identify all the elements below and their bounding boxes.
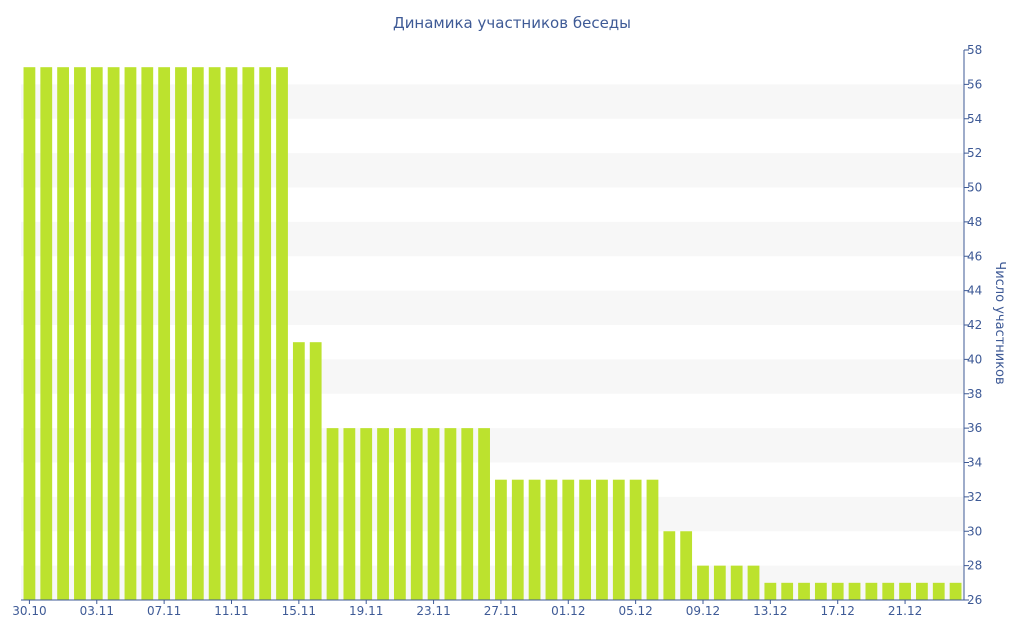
bar — [798, 582, 810, 600]
x-tick-label: 19.11 — [349, 604, 383, 618]
x-axis: 30.10 03.11 07.11 11.11 15.11 19.11 23.11 27.11… — [12, 599, 964, 618]
y-tick-label: 30 — [967, 524, 982, 538]
bar — [410, 428, 423, 601]
x-tick-label: 17.12 — [821, 604, 855, 618]
chart-title: Динамика участников беседы — [393, 14, 631, 32]
bar — [158, 67, 171, 600]
bar — [360, 428, 373, 601]
bar — [713, 565, 726, 601]
bar — [747, 565, 760, 601]
bar — [377, 428, 389, 601]
bar — [848, 582, 861, 600]
bar — [208, 67, 221, 600]
bar — [23, 67, 36, 600]
bar — [730, 565, 743, 601]
bar — [225, 67, 238, 600]
bar — [511, 479, 524, 600]
x-tick-label: 11.11 — [214, 604, 248, 618]
y-tick-label: 36 — [967, 421, 982, 435]
y-tick-label: 42 — [967, 318, 982, 332]
bar — [292, 342, 305, 600]
x-tick-label: 27.11 — [484, 604, 518, 618]
x-tick-label: 05.12 — [618, 604, 652, 618]
y-tick-label: 28 — [967, 559, 982, 573]
bar — [141, 67, 154, 600]
bar — [865, 582, 878, 600]
bar — [343, 428, 356, 601]
x-tick-label: 15.11 — [282, 604, 316, 618]
bar — [90, 67, 103, 600]
y-tick-label: 54 — [967, 112, 982, 126]
bar — [107, 67, 120, 600]
bar — [697, 565, 709, 601]
y-tick-label: 58 — [967, 43, 982, 57]
bar — [764, 582, 777, 600]
bar — [309, 342, 322, 600]
bar — [175, 67, 187, 600]
bar — [74, 67, 86, 600]
bar — [562, 479, 575, 600]
bar — [680, 531, 693, 600]
y-tick-label: 46 — [967, 249, 982, 263]
bar — [646, 479, 659, 600]
x-tick-label: 13.12 — [753, 604, 787, 618]
bar — [57, 67, 69, 600]
y-axis-label: Число участников — [992, 261, 1007, 384]
bar — [528, 479, 541, 600]
bar — [612, 479, 625, 600]
bar — [461, 428, 474, 601]
bar — [427, 428, 440, 601]
bar — [276, 67, 288, 600]
y-tick-label: 48 — [967, 215, 982, 229]
y-tick-label: 56 — [967, 77, 982, 91]
x-tick-label: 21.12 — [888, 604, 922, 618]
bar — [326, 428, 339, 601]
bar — [663, 531, 676, 600]
bars — [23, 67, 962, 601]
bar — [242, 67, 255, 600]
y-tick-label: 32 — [967, 490, 982, 504]
bar — [899, 582, 911, 600]
bar — [596, 479, 608, 600]
bar — [191, 67, 204, 600]
x-tick-label: 09.12 — [686, 604, 720, 618]
bar — [949, 582, 962, 600]
bar — [545, 479, 558, 600]
x-tick-label: 07.11 — [147, 604, 181, 618]
x-tick-label: 23.11 — [416, 604, 450, 618]
bar — [814, 582, 827, 600]
bar — [259, 67, 272, 600]
bar — [882, 582, 895, 600]
y-tick-label: 44 — [967, 284, 982, 298]
bar — [579, 479, 592, 600]
bar — [831, 582, 844, 600]
x-tick-label: 01.12 — [551, 604, 585, 618]
bar — [444, 428, 457, 601]
y-axis: 26 28 30 32 34 36 38 40 42 44 46 48 50 52 54 56 58 — [963, 43, 982, 607]
y-tick-label: 50 — [967, 181, 982, 195]
y-tick-label: 52 — [967, 146, 982, 160]
y-tick-label: 38 — [967, 387, 982, 401]
bar — [393, 428, 406, 601]
bar — [495, 479, 507, 600]
bar — [932, 582, 945, 600]
y-tick-label: 34 — [967, 456, 982, 470]
bar — [40, 67, 53, 600]
bar — [478, 428, 490, 601]
bar — [629, 479, 642, 600]
bar — [124, 67, 137, 600]
x-tick-label: 03.11 — [80, 604, 114, 618]
bar — [916, 582, 928, 600]
x-tick-label: 30.10 — [12, 604, 46, 618]
y-tick-label: 40 — [967, 352, 982, 366]
y-tick-label: 26 — [967, 593, 982, 607]
bar — [781, 582, 794, 600]
